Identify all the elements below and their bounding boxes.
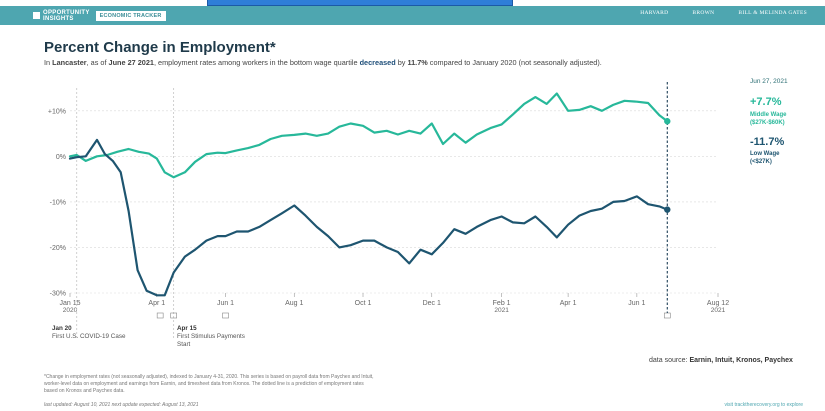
brand-line-1: OPPORTUNITY	[43, 9, 90, 16]
x-tick-year: 2020	[63, 307, 78, 314]
footnote: *Change in employment rates (not seasona…	[44, 374, 374, 394]
x-tick-year: 2021	[494, 307, 509, 314]
middle-wage-endpoint	[664, 118, 671, 125]
economic-tracker-badge[interactable]: ECONOMIC TRACKER	[95, 10, 166, 21]
partner-logos: HARVARD BROWN BILL & MELINDA GATES	[640, 10, 807, 16]
calendar-icon	[170, 312, 177, 319]
x-tick-label: Aug 12	[707, 300, 729, 307]
top-bar: OPPORTUNITY INSIGHTS ECONOMIC TRACKER HA…	[0, 6, 825, 25]
subtitle-direction: decreased	[359, 58, 396, 67]
subtitle-amount: 11.7%	[407, 58, 428, 67]
x-tick-year: 2021	[711, 307, 726, 314]
calendar-icon	[222, 312, 229, 319]
y-tick-label: +10%	[48, 108, 66, 115]
x-tick-label: Jun 1	[217, 300, 234, 307]
x-tick-label: Apr 1	[560, 300, 577, 307]
low-wage-endpoint	[664, 206, 671, 213]
low-wage-label: Low Wage (<$27K)	[750, 151, 780, 165]
calendar-icon	[156, 312, 164, 319]
partner-gates: BILL & MELINDA GATES	[738, 10, 807, 16]
event-first-stimulus: Apr 15 First Stimulus Payments Start	[177, 325, 245, 348]
partner-harvard: HARVARD	[640, 10, 669, 16]
y-tick-label: -30%	[50, 291, 66, 298]
subtitle-place: Lancaster	[52, 58, 87, 67]
x-tick-label: Aug 1	[285, 300, 303, 307]
visit-link[interactable]: visit tracktherecovery.org to explore	[724, 402, 803, 408]
data-source: data source: Earnin, Intuit, Kronos, Pay…	[649, 357, 793, 364]
calendar-icon	[663, 312, 671, 319]
y-tick-label: 0%	[56, 154, 66, 161]
brand-mark-icon	[33, 12, 40, 19]
selection-strip	[207, 0, 513, 6]
chart-title: Percent Change in Employment*	[44, 39, 276, 56]
x-tick-label: Jun 1	[628, 300, 645, 307]
brand-logo[interactable]: OPPORTUNITY INSIGHTS	[33, 10, 90, 22]
event-first-covid-case: Jan 20 First U.S. COVID-19 Case	[52, 325, 126, 340]
brand-line-2: INSIGHTS	[43, 15, 74, 22]
chart-subtitle: In Lancaster, as of June 27 2021, employ…	[44, 58, 602, 67]
y-tick-label: -10%	[50, 199, 66, 206]
partner-brown: BROWN	[692, 10, 715, 16]
low-wage-value: -11.7%	[750, 136, 785, 148]
x-tick-label: Jan 15	[59, 300, 80, 307]
x-tick-label: Oct 1	[355, 300, 372, 307]
middle-wage-label: Middle Wage ($27K-$60K)	[750, 112, 787, 126]
middle-wage-line	[68, 92, 669, 179]
middle-wage-value: +7.7%	[750, 96, 782, 108]
x-tick-label: Feb 1	[493, 300, 511, 307]
last-updated: last updated: August 10, 2021 next updat…	[44, 402, 199, 408]
current-date-label: Jun 27, 2021	[750, 78, 788, 85]
x-tick-label: Dec 1	[423, 300, 441, 307]
x-tick-label: Apr 1	[148, 300, 165, 307]
low-wage-line	[68, 138, 669, 297]
y-tick-label: -20%	[50, 245, 66, 252]
subtitle-date: June 27 2021	[108, 58, 154, 67]
